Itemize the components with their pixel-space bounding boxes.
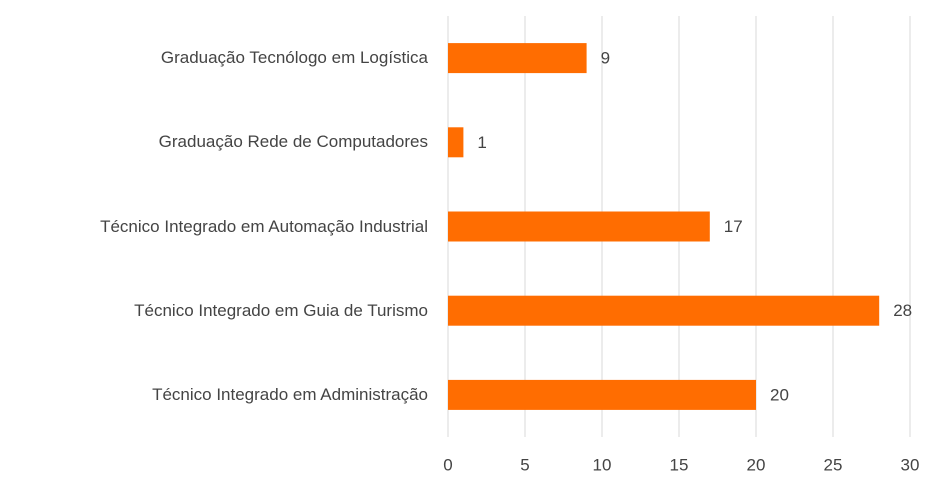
- x-tick-label: 5: [520, 455, 529, 474]
- bar: [448, 211, 710, 242]
- data-label: 9: [601, 49, 610, 68]
- y-tick-label: Graduação Rede de Computadores: [158, 132, 428, 152]
- data-label: 1: [477, 133, 486, 152]
- y-tick-label: Técnico Integrado em Administração: [152, 384, 428, 404]
- x-tick-label: 30: [901, 455, 920, 474]
- bar: [448, 379, 756, 410]
- x-tick-label: 15: [670, 455, 689, 474]
- y-tick-label: Técnico Integrado em Guia de Turismo: [134, 300, 428, 320]
- x-tick-label: 0: [443, 455, 452, 474]
- data-label: 17: [724, 217, 743, 236]
- bar: [448, 127, 464, 158]
- x-tick-label: 20: [747, 455, 766, 474]
- x-tick-label: 10: [593, 455, 612, 474]
- bar: [448, 43, 587, 74]
- data-label: 20: [770, 385, 789, 404]
- data-label: 28: [893, 301, 912, 320]
- bar: [448, 295, 880, 326]
- y-tick-label: Técnico Integrado em Automação Industria…: [100, 216, 428, 236]
- x-tick-label: 25: [824, 455, 843, 474]
- y-tick-label: Graduação Tecnólogo em Logística: [160, 48, 428, 68]
